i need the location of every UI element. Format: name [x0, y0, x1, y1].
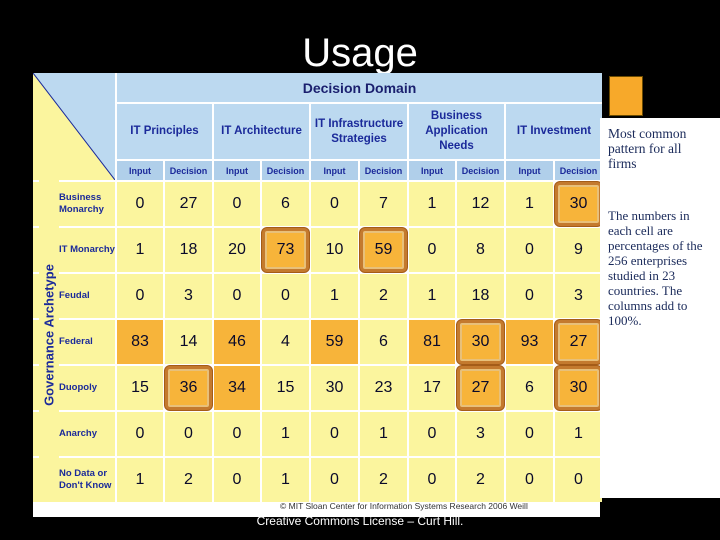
sub-header: Input [214, 161, 260, 180]
slide-title: Usage [302, 31, 418, 75]
table-cell: 14 [165, 320, 212, 364]
table-cell: 59 [311, 320, 358, 364]
side-notes: Most common pattern for all firms The nu… [600, 118, 720, 498]
table-cell: 0 [262, 274, 309, 318]
table-cell: 1 [409, 274, 455, 318]
table-cell: 34 [214, 366, 260, 410]
table-cell: 1 [506, 182, 553, 226]
table-cell: 6 [506, 366, 553, 410]
table-cell: 0 [506, 228, 553, 272]
table-cell: 1 [360, 412, 407, 456]
table-cell: 0 [311, 182, 358, 226]
table-cell: 18 [457, 274, 504, 318]
table-cell: 17 [409, 366, 455, 410]
table-cell: 23 [360, 366, 407, 410]
table-cell: 0 [117, 412, 163, 456]
table-cell: 0 [214, 458, 260, 502]
table-cell: 30 [555, 182, 602, 226]
table-cell: 1 [555, 412, 602, 456]
table-cell: 0 [409, 228, 455, 272]
footer-license: Creative Commons License – Curt Hill. [256, 514, 464, 528]
table-cell: 3 [457, 412, 504, 456]
table-cell: 15 [262, 366, 309, 410]
sub-header: Decision [555, 161, 602, 180]
sub-header: Input [311, 161, 358, 180]
decision-domain-title: Decision Domain [117, 73, 602, 102]
table-cell: 0 [214, 274, 260, 318]
domain-category: IT Infrastructure Strategies [311, 104, 407, 159]
table-cell: 1 [262, 458, 309, 502]
table-cell: 0 [506, 274, 553, 318]
table-cell: 73 [262, 228, 309, 272]
governance-table-panel: Decision Domain IT Principles IT Architec… [33, 73, 602, 517]
table-cell: 0 [506, 412, 553, 456]
table-cell: 30 [311, 366, 358, 410]
sub-header: Input [117, 161, 163, 180]
table-cell: 30 [555, 366, 602, 410]
table-cell: 2 [457, 458, 504, 502]
table-cell: 1 [311, 274, 358, 318]
table-cell: 3 [165, 274, 212, 318]
table-cell: 0 [165, 412, 212, 456]
table-cell: 1 [117, 228, 163, 272]
table-cell: 0 [506, 458, 553, 502]
notes-text: The numbers in each cell are percentages… [608, 208, 703, 328]
domain-category: IT Principles [117, 104, 212, 159]
table-cell: 2 [165, 458, 212, 502]
legend-text: Most common pattern for all firms [608, 126, 687, 171]
sub-header: Decision [457, 161, 504, 180]
sub-header: Input [506, 161, 553, 180]
table-cell: 0 [555, 458, 602, 502]
table-cell: 0 [409, 412, 455, 456]
table-cell: 83 [117, 320, 163, 364]
table-cell: 4 [262, 320, 309, 364]
table-cell: 10 [311, 228, 358, 272]
table-cell: 0 [311, 412, 358, 456]
sub-header: Decision [165, 161, 212, 180]
table-cell: 2 [360, 458, 407, 502]
table-cell: 3 [555, 274, 602, 318]
table-cell: 59 [360, 228, 407, 272]
sub-header: Input [409, 161, 455, 180]
domain-category: IT Architecture [214, 104, 309, 159]
table-cell: 6 [262, 182, 309, 226]
table-cell: 46 [214, 320, 260, 364]
table-cell: 15 [117, 366, 163, 410]
table-cell: 1 [117, 458, 163, 502]
table-cell: 2 [360, 274, 407, 318]
archetype-label: Governance Archetype [41, 264, 57, 406]
table-cell: 81 [409, 320, 455, 364]
table-cell: 9 [555, 228, 602, 272]
table-cell: 36 [165, 366, 212, 410]
source-credit: © MIT Sloan Center for Information Syste… [280, 501, 528, 511]
table-cell: 20 [214, 228, 260, 272]
table-cell: 6 [360, 320, 407, 364]
table-cell: 18 [165, 228, 212, 272]
governance-matrix: Decision Domain IT Principles IT Architec… [33, 73, 602, 502]
table-cell: 27 [457, 366, 504, 410]
table-cell: 0 [311, 458, 358, 502]
domain-category: IT Investment [506, 104, 602, 159]
table-cell: 0 [117, 274, 163, 318]
sub-header: Decision [262, 161, 309, 180]
table-cell: 7 [360, 182, 407, 226]
table-cell: 0 [214, 182, 260, 226]
sub-header: Decision [360, 161, 407, 180]
table-cell: 0 [117, 182, 163, 226]
table-cell: 1 [262, 412, 309, 456]
domain-category: Business Application Needs [409, 104, 504, 159]
corner-diagonal [33, 73, 115, 180]
diagonal-divider-icon [33, 73, 115, 180]
table-cell: 93 [506, 320, 553, 364]
table-cell: 0 [214, 412, 260, 456]
table-cell: 27 [165, 182, 212, 226]
table-cell: 1 [409, 182, 455, 226]
table-cell: 0 [409, 458, 455, 502]
legend-swatch [609, 76, 643, 116]
table-cell: 27 [555, 320, 602, 364]
table-cell: 8 [457, 228, 504, 272]
archetype-axis: Governance Archetype [39, 178, 59, 492]
table-cell: 12 [457, 182, 504, 226]
table-cell: 30 [457, 320, 504, 364]
